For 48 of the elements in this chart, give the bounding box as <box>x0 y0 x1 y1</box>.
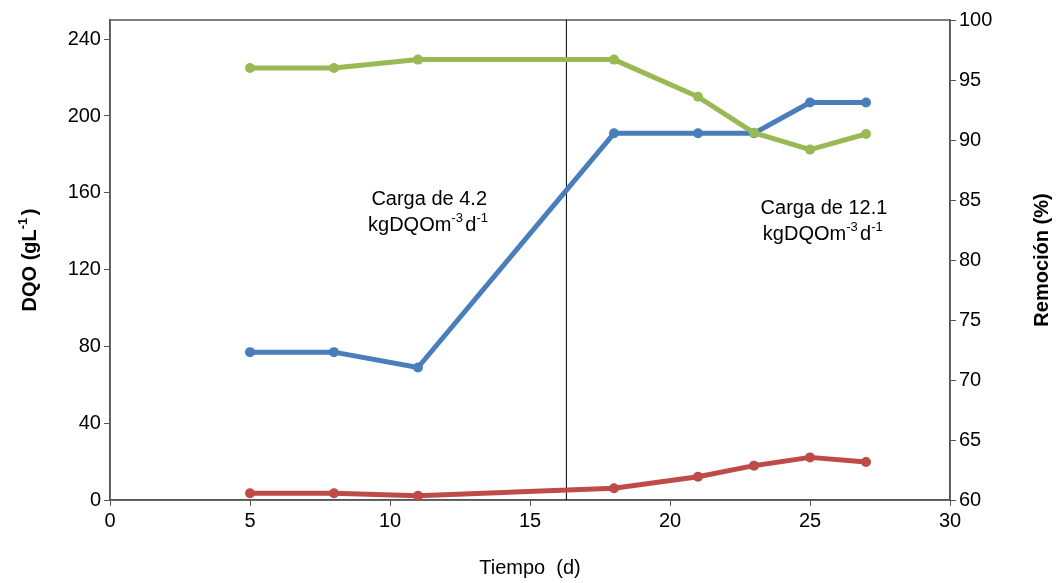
point <box>693 91 703 102</box>
y-tick-label: 80 <box>78 333 101 356</box>
x-tick-label: 30 <box>938 508 962 531</box>
point <box>749 460 759 471</box>
y-axis-title: DQO (gL-1) <box>14 208 40 312</box>
point <box>693 471 703 482</box>
x-tick-label: 20 <box>658 508 682 531</box>
x-tick-label: 25 <box>798 508 822 531</box>
y-tick-label: 0 <box>89 487 101 510</box>
x-axis-title: Tiempo (d) <box>479 555 581 578</box>
point <box>861 97 871 108</box>
point <box>245 63 255 73</box>
point <box>245 488 255 499</box>
point <box>329 347 339 358</box>
point <box>609 54 619 65</box>
point <box>805 97 815 108</box>
point <box>413 362 423 373</box>
point <box>329 488 339 499</box>
point <box>861 456 871 467</box>
point <box>329 63 339 73</box>
x-tick-label: 0 <box>104 508 116 531</box>
y-tick-label: 40 <box>78 410 101 433</box>
y2-axis-title: Remoción (%) <box>1029 193 1052 327</box>
point <box>609 483 619 494</box>
point <box>413 54 423 65</box>
y2-tick-label: 75 <box>959 307 982 330</box>
point <box>245 347 255 358</box>
y2-tick-label: 90 <box>959 127 982 150</box>
y2-tick-label: 70 <box>959 367 982 390</box>
x-tick-label: 10 <box>378 508 402 531</box>
x-tick-label: 15 <box>518 508 542 531</box>
y-tick-label: 160 <box>67 180 101 203</box>
y2-tick-label: 100 <box>959 7 993 30</box>
point <box>861 129 871 139</box>
y2-tick-label: 60 <box>959 487 982 510</box>
point <box>805 144 815 155</box>
y2-tick-label: 85 <box>959 187 982 210</box>
y2-tick-label: 95 <box>959 67 982 90</box>
point <box>693 128 703 139</box>
y2-tick-label: 80 <box>959 247 982 270</box>
y-tick-label: 120 <box>67 257 101 280</box>
point <box>805 452 815 463</box>
y-tick-label: 240 <box>67 26 101 49</box>
x-tick-label: 5 <box>244 508 256 531</box>
y-tick-label: 200 <box>67 103 101 126</box>
y2-tick-label: 65 <box>959 427 982 450</box>
point <box>413 490 423 500</box>
point <box>609 128 619 139</box>
